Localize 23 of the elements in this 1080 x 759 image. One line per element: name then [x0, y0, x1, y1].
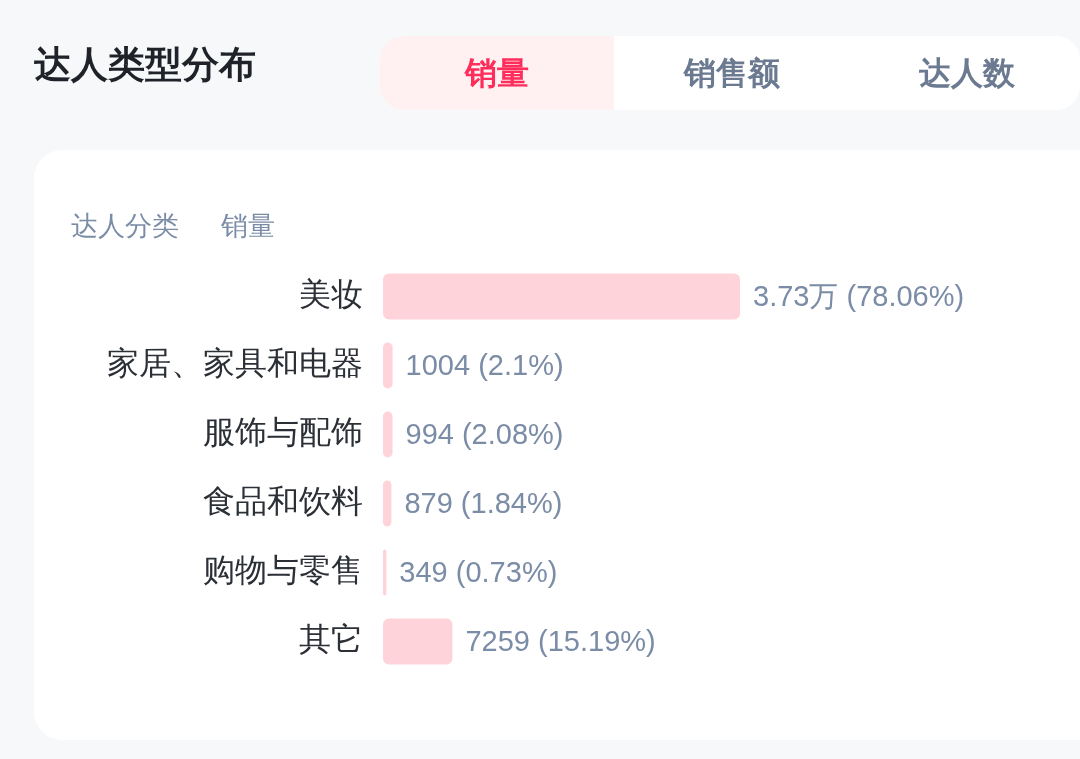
bar — [383, 411, 393, 458]
tab[interactable]: 销售额 — [615, 36, 849, 110]
y-tick-label: 其它 — [299, 621, 363, 658]
bar — [383, 618, 453, 665]
y-tick-label: 食品和饮料 — [203, 483, 363, 520]
y-tick-label: 美妆 — [299, 276, 363, 313]
data-label: 349 (0.73%) — [399, 555, 558, 588]
bar — [383, 273, 740, 320]
data-label: 1004 (2.1%) — [405, 348, 564, 381]
data-label: 7259 (15.19%) — [465, 624, 656, 657]
y-tick-label: 服饰与配饰 — [203, 414, 363, 451]
tab[interactable]: 达人数 — [850, 36, 1080, 110]
y-tick-label: 购物与零售 — [203, 552, 363, 589]
y-axis-title: 达人分类 — [71, 210, 179, 243]
data-label: 879 (1.84%) — [404, 486, 563, 519]
data-label: 3.73万 (78.06%) — [753, 279, 965, 312]
tab[interactable]: 销量 — [380, 36, 614, 110]
chart-title: 达人类型分布 — [34, 43, 256, 87]
data-label: 994 (2.08%) — [405, 417, 564, 450]
bar — [383, 342, 393, 389]
bar — [383, 480, 392, 527]
x-axis-title: 销量 — [221, 210, 275, 243]
y-tick-label: 家居、家具和电器 — [107, 345, 363, 382]
